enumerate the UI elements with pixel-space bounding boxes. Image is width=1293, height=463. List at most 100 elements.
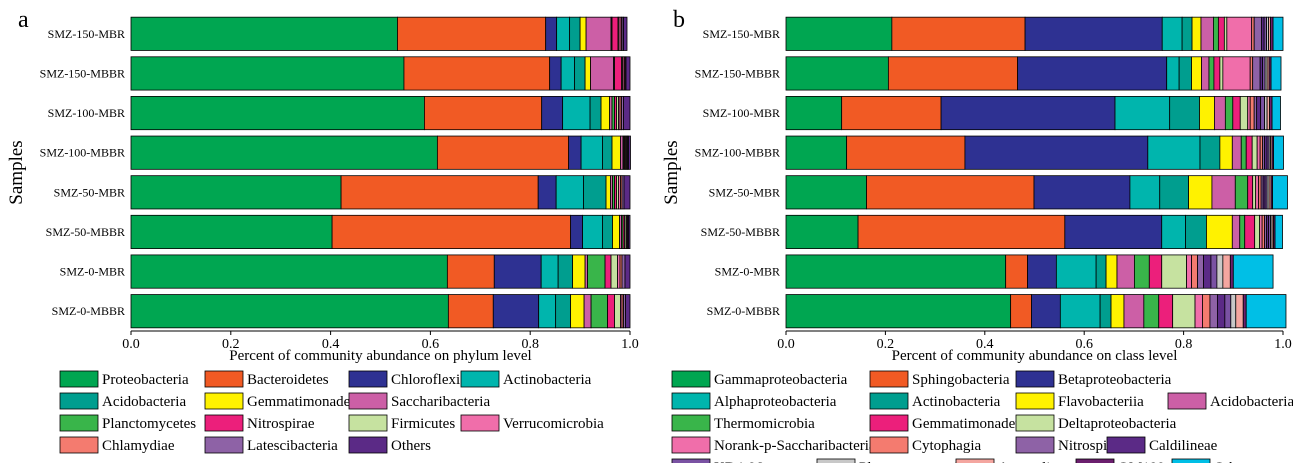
bar-segment xyxy=(549,56,562,91)
bar-segment xyxy=(1200,16,1214,51)
bar-segment xyxy=(1216,294,1226,329)
bar-segment xyxy=(1206,214,1233,249)
bar-segment xyxy=(569,16,581,51)
bar-segment xyxy=(1219,135,1233,170)
bar-segment xyxy=(557,254,574,289)
legend-label: Planctomycetes xyxy=(102,416,196,432)
bar-segment xyxy=(562,96,591,131)
legend-swatch xyxy=(671,436,711,454)
bar-segment xyxy=(582,214,603,249)
legend-label: Anaerolineae xyxy=(998,460,1078,463)
bar-segment xyxy=(1191,56,1202,91)
legend-swatch xyxy=(59,370,99,388)
legend-swatch xyxy=(1106,436,1146,454)
legend-swatch xyxy=(460,414,500,432)
bar-segment xyxy=(1024,16,1163,51)
legend-swatch xyxy=(671,392,711,410)
bar-segment xyxy=(397,16,547,51)
bar-segment xyxy=(1027,254,1057,289)
bar-segment xyxy=(555,294,572,329)
bar-segment xyxy=(130,135,438,170)
legend-swatch xyxy=(1171,458,1211,463)
legend-label: Bacteroidetes xyxy=(247,372,329,388)
x-tick-label: 0.8 xyxy=(1175,337,1193,352)
x-tick-label: 1.0 xyxy=(621,337,639,352)
legend-swatch xyxy=(869,436,909,454)
legend-swatch xyxy=(869,392,909,410)
bar-segment xyxy=(1055,254,1097,289)
bar-segment xyxy=(1188,175,1213,210)
bar-segment xyxy=(1270,56,1282,91)
bar-segment xyxy=(1253,16,1263,51)
bar-segment xyxy=(785,175,867,210)
bar-segment xyxy=(1247,175,1254,210)
bar-segment xyxy=(857,214,1066,249)
bar-segment xyxy=(785,96,843,131)
legend-label: Betaproteobacteria xyxy=(1058,372,1172,388)
bar-segment xyxy=(1186,254,1192,289)
bar-segment xyxy=(540,254,559,289)
legend-swatch xyxy=(1167,392,1207,410)
bar-segment xyxy=(785,56,889,91)
bar-segment xyxy=(785,16,893,51)
category-label: SMZ-150-MBBR xyxy=(695,66,780,80)
bar-segment xyxy=(614,56,622,91)
legend-swatch xyxy=(671,458,711,463)
bar-segment xyxy=(602,214,613,249)
bar-segment xyxy=(436,135,570,170)
bar-segment xyxy=(940,96,1116,131)
bar-segment xyxy=(623,16,628,51)
legend-label: Firmicutes xyxy=(391,416,455,432)
bar-segment xyxy=(891,16,1026,51)
bar-segment xyxy=(130,214,333,249)
x-tick-label: 0.4 xyxy=(976,337,994,352)
bar-segment xyxy=(1230,294,1237,329)
legend-label: Norank-p-Saccharibacteria xyxy=(714,438,876,454)
bar-segment xyxy=(1242,294,1247,329)
bar-segment xyxy=(130,175,342,210)
bar-segment xyxy=(1226,16,1253,51)
bar-segment xyxy=(785,294,1012,329)
panel-label: a xyxy=(18,7,29,33)
legend-swatch xyxy=(348,392,388,410)
bar-segment xyxy=(1181,16,1193,51)
bar-segment xyxy=(1110,294,1125,329)
legend-swatch xyxy=(204,392,244,410)
bar-segment xyxy=(1199,96,1215,131)
bar-segment xyxy=(1148,254,1163,289)
legend-swatch xyxy=(204,436,244,454)
bar-segment xyxy=(446,254,495,289)
x-axis-label: Percent of community abundance on phylum… xyxy=(229,348,531,364)
bar-segment xyxy=(866,175,1035,210)
bar-segment xyxy=(841,96,942,131)
y-axis-label: Samples xyxy=(661,140,682,204)
bar-segment xyxy=(580,135,603,170)
category-label: SMZ-150-MBR xyxy=(703,27,780,41)
bar-segment xyxy=(611,16,619,51)
bar-segment xyxy=(625,294,631,329)
bar-segment xyxy=(887,56,1019,91)
legend-label: Gammaproteobacteria xyxy=(714,372,848,388)
bar-segment xyxy=(424,96,543,131)
legend-label: Verrucomicrobia xyxy=(503,416,604,432)
x-tick-label: 0.2 xyxy=(222,337,240,352)
bar-segment xyxy=(1203,254,1212,289)
legend-label: Acidobacteria xyxy=(102,394,186,410)
bar-segment xyxy=(1239,214,1246,249)
category-label: SMZ-0-MBBR xyxy=(707,304,780,318)
bar-segment xyxy=(1010,294,1032,329)
bar-segment xyxy=(605,175,611,210)
legend-label: Chlamydiae xyxy=(102,438,175,454)
x-axis-label: Percent of community abundance on class … xyxy=(892,348,1178,364)
bar-segment xyxy=(331,214,572,249)
x-tick-label: 0.6 xyxy=(422,337,440,352)
bar-segment xyxy=(1224,96,1234,131)
category-label: SMZ-50-MBBR xyxy=(46,225,125,239)
bar-segment xyxy=(447,294,494,329)
bar-segment xyxy=(1202,294,1211,329)
category-label: SMZ-100-MBR xyxy=(703,106,780,120)
legend-swatch xyxy=(1015,392,1055,410)
legend-label: Planctomycetacia xyxy=(859,460,965,463)
bar-segment xyxy=(1254,214,1261,249)
legend-swatch xyxy=(59,414,99,432)
